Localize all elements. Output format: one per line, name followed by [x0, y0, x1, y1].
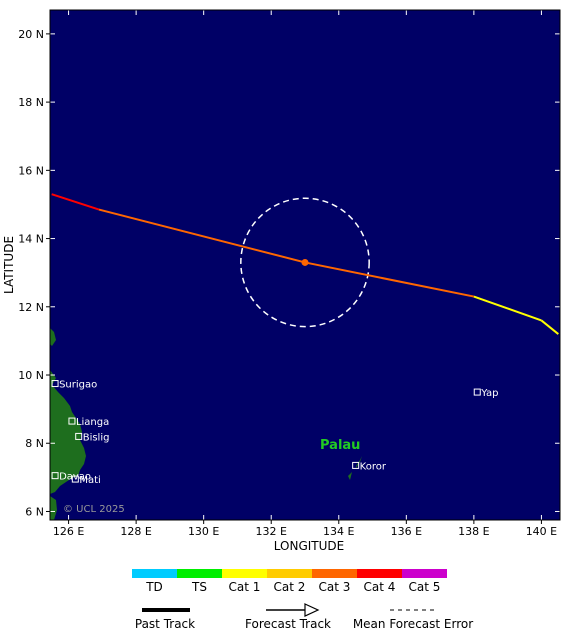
forecast-track-legend-label: Forecast Track: [245, 617, 331, 631]
mean-forecast-error-circle: [240, 197, 370, 328]
track-segment: [304, 261, 475, 298]
lat-tick-label: 18 N: [18, 96, 44, 109]
place-marker: [51, 380, 59, 388]
lat-tick-label: 8 N: [25, 437, 44, 450]
place-marker: [75, 432, 83, 440]
mean-error-legend-label: Mean Forecast Error: [353, 617, 473, 631]
category-legend: TD TS Cat 1 Cat 2 Cat 3 Cat 4 Cat 5: [132, 569, 447, 594]
storm-track: [51, 193, 559, 335]
legend-category-label: Cat 3: [319, 580, 351, 594]
legend-swatch: [402, 569, 447, 578]
x-axis-title: LONGITUDE: [274, 539, 344, 553]
track-segment: [51, 193, 100, 211]
lon-tick-label: 136 E: [391, 525, 422, 538]
dinagat-island: [50, 328, 56, 346]
lon-tick-label: 126 E: [53, 525, 84, 538]
legend-swatch: [177, 569, 222, 578]
lat-tick-label: 10 N: [18, 369, 44, 382]
legend-category-label: Cat 4: [364, 580, 396, 594]
place-name: Mati: [79, 475, 100, 486]
legend-category-label: TD: [145, 580, 163, 594]
region-label-palau: Palau: [320, 438, 360, 453]
legend-swatch: [222, 569, 267, 578]
legend-category-label: Cat 1: [229, 580, 261, 594]
lon-tick-label: 130 E: [188, 525, 219, 538]
lat-tick-label: 6 N: [25, 505, 44, 518]
place-marker: [473, 388, 481, 396]
legend-category-label: Cat 5: [409, 580, 441, 594]
track-segment: [473, 295, 542, 322]
place-name: Surigao: [59, 380, 97, 391]
track-segment: [98, 208, 306, 264]
legend-swatch: [312, 569, 357, 578]
lat-tick-label: 20 N: [18, 28, 44, 41]
y-axis-title: LATITUDE: [2, 236, 16, 294]
legend-swatch: [132, 569, 177, 578]
lat-tick-label: 12 N: [18, 301, 44, 314]
legend-category-label: TS: [191, 580, 207, 594]
mindanao-landmass: [50, 370, 86, 494]
axis-ticks: 6 N 8 N 10 N 12 N 14 N 16 N 18 N 20 N 126 E 128 E…: [18, 10, 560, 538]
lat-tick-label: 14 N: [18, 233, 44, 246]
lon-tick-label: 138 E: [458, 525, 489, 538]
current-storm-position: [301, 258, 309, 266]
place-name: Bislig: [83, 432, 110, 443]
map-land: [50, 328, 362, 520]
place-name: Koror: [360, 461, 387, 472]
legend-swatch: [357, 569, 402, 578]
place-name: Lianga: [76, 417, 109, 428]
legend-swatch: [267, 569, 312, 578]
place-name: Yap: [480, 388, 498, 399]
place-marker: [68, 417, 76, 425]
forecast-track-arrow-icon: [304, 603, 320, 617]
track-segment: [540, 319, 559, 335]
map-frame: [49, 9, 561, 521]
palau-islands: [348, 456, 362, 480]
lon-tick-label: 132 E: [255, 525, 286, 538]
lon-tick-label: 128 E: [120, 525, 151, 538]
place-marker: [71, 475, 79, 483]
past-track-legend-label: Past Track: [135, 617, 195, 631]
place-marker: [51, 472, 59, 480]
place-marker: [352, 461, 360, 469]
lon-tick-label: 134 E: [323, 525, 354, 538]
lon-tick-label: 140 E: [526, 525, 557, 538]
lat-tick-label: 16 N: [18, 164, 44, 177]
copyright-text: © UCL 2025: [63, 504, 125, 515]
place-name: Davao: [59, 472, 91, 483]
legend-category-label: Cat 2: [274, 580, 306, 594]
mindanao-south: [50, 496, 57, 520]
